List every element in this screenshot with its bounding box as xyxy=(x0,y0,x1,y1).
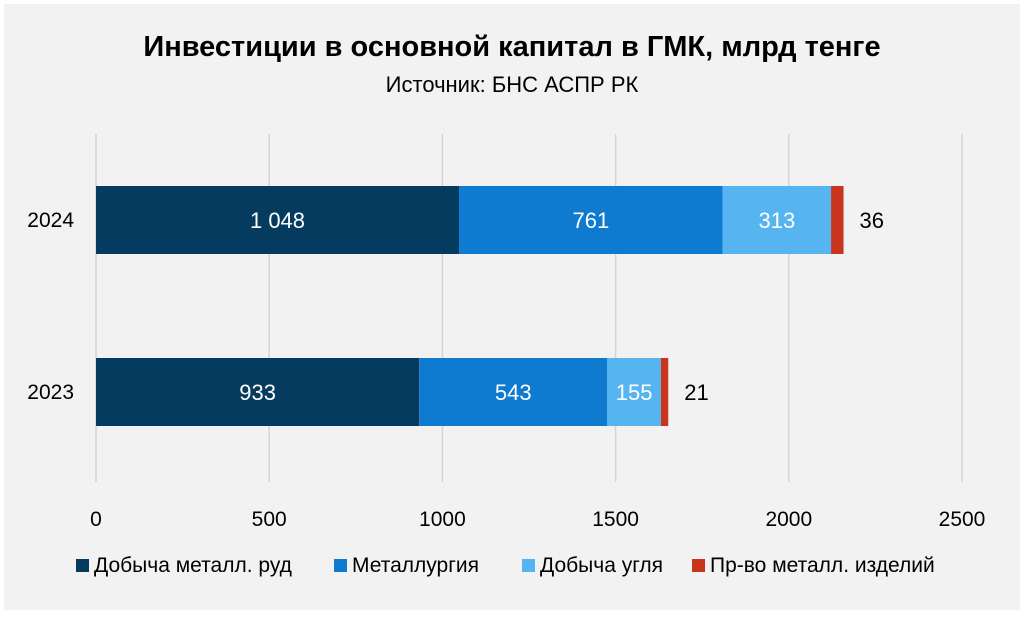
bars: 1 048 761 313 36 933 543 155 21 xyxy=(96,186,884,426)
bar-2024-series-1 xyxy=(459,186,723,254)
data-label-2023-series-0: 933 xyxy=(239,380,276,405)
bar-2023-series-2 xyxy=(607,358,661,426)
data-label-2023-series-2: 155 xyxy=(616,380,653,405)
x-tick-label-1000: 1000 xyxy=(419,508,466,531)
legend-label-1: Металлургия xyxy=(352,554,479,577)
data-label-2024-series-1: 761 xyxy=(572,208,609,233)
bar-2024-series-2 xyxy=(722,186,832,254)
legend-label-2: Добыча угля xyxy=(540,554,663,577)
chart-title: Инвестиции в основной капитал в ГМК, млр… xyxy=(143,31,880,63)
legend-swatch-2 xyxy=(522,559,535,572)
bar-2024-series-3 xyxy=(831,186,844,254)
bar-2023-series-0 xyxy=(96,358,420,426)
category-label-2024: 2024 xyxy=(27,209,74,232)
bar-2023-series-1 xyxy=(419,358,608,426)
x-tick-label-0: 0 xyxy=(90,508,102,531)
y-axis-categories: 2024 2023 xyxy=(27,209,74,404)
chart-frame: Инвестиции в основной капитал в ГМК, млр… xyxy=(4,4,1020,610)
data-label-2024-series-2: 313 xyxy=(758,208,795,233)
legend-swatch-0 xyxy=(76,559,89,572)
legend: Добыча металл. руд Металлургия Добыча угля… xyxy=(76,554,935,577)
category-label-2023: 2023 xyxy=(27,381,74,404)
legend-swatch-3 xyxy=(692,559,705,572)
data-label-2023-series-3: 21 xyxy=(684,380,708,405)
bar-2023-series-3 xyxy=(660,358,669,426)
x-tick-label-500: 500 xyxy=(252,508,287,531)
data-label-2024-series-3: 36 xyxy=(860,208,884,233)
legend-swatch-1 xyxy=(334,559,347,572)
legend-label-0: Добыча металл. руд xyxy=(94,554,292,577)
legend-label-3: Пр-во металл. изделий xyxy=(710,554,935,577)
chart-subtitle: Источник: БНС АСПР РК xyxy=(386,72,639,97)
bar-2024-series-0 xyxy=(96,186,460,254)
x-axis-ticks: 0 500 1000 1500 2000 2500 xyxy=(90,508,985,531)
x-tick-label-2000: 2000 xyxy=(765,508,812,531)
data-label-2024-series-0: 1 048 xyxy=(250,208,305,233)
x-tick-label-2500: 2500 xyxy=(939,508,986,531)
chart-svg: Инвестиции в основной капитал в ГМК, млр… xyxy=(27,31,985,577)
x-tick-label-1500: 1500 xyxy=(592,508,639,531)
data-label-2023-series-1: 543 xyxy=(495,380,532,405)
